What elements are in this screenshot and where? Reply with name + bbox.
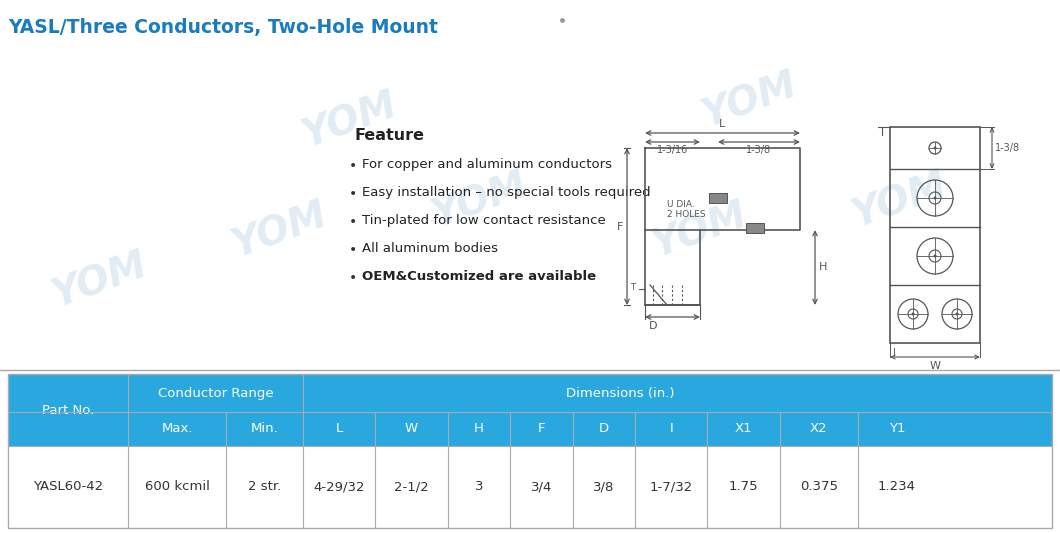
Text: 3/8: 3/8 <box>594 481 615 494</box>
Text: •: • <box>349 271 357 285</box>
Text: W: W <box>930 361 940 371</box>
Text: Tin-plated for low contact resistance: Tin-plated for low contact resistance <box>363 214 605 227</box>
Text: YOM: YOM <box>797 385 903 455</box>
Text: YOM: YOM <box>697 66 802 135</box>
Text: •: • <box>349 187 357 201</box>
Text: For copper and aluminum conductors: For copper and aluminum conductors <box>363 158 612 171</box>
Text: 1.234: 1.234 <box>878 481 916 494</box>
Text: Y1: Y1 <box>888 423 905 435</box>
Text: 1.75: 1.75 <box>728 481 758 494</box>
Text: 3: 3 <box>475 481 483 494</box>
Text: •: • <box>349 159 357 173</box>
Text: YOM: YOM <box>847 165 953 235</box>
Bar <box>709 193 727 203</box>
Text: 1-3/8: 1-3/8 <box>995 143 1020 153</box>
Text: F: F <box>617 222 623 231</box>
Text: 3/4: 3/4 <box>531 481 552 494</box>
Text: Part No.: Part No. <box>42 403 94 416</box>
Text: Min.: Min. <box>251 423 279 435</box>
Text: 600 kcmil: 600 kcmil <box>145 481 210 494</box>
Text: Easy installation – no special tools required: Easy installation – no special tools req… <box>363 186 651 199</box>
Text: 0.375: 0.375 <box>799 481 837 494</box>
Text: YASL60-42: YASL60-42 <box>33 481 103 494</box>
Text: U DIA.
2 HOLES: U DIA. 2 HOLES <box>667 200 706 220</box>
Text: 1-3/16: 1-3/16 <box>657 145 688 155</box>
Text: T: T <box>630 284 635 293</box>
Circle shape <box>912 312 915 316</box>
Text: L: L <box>720 119 726 129</box>
Circle shape <box>934 254 936 257</box>
Bar <box>8 374 1052 528</box>
Circle shape <box>955 312 958 316</box>
Bar <box>8 374 1052 412</box>
Text: YOM: YOM <box>48 245 153 314</box>
Text: •: • <box>349 215 357 229</box>
Circle shape <box>934 197 936 199</box>
Text: All aluminum bodies: All aluminum bodies <box>363 242 498 255</box>
Text: H: H <box>474 423 483 435</box>
Bar <box>890 127 980 343</box>
Text: 1-3/8: 1-3/8 <box>746 145 772 155</box>
Bar <box>746 223 764 233</box>
Text: Feature: Feature <box>355 128 425 143</box>
Text: 2-1/2: 2-1/2 <box>394 481 429 494</box>
Bar <box>8 446 1052 528</box>
Text: YOM: YOM <box>227 195 333 265</box>
Text: D: D <box>649 321 657 331</box>
Text: 2 str.: 2 str. <box>248 481 282 494</box>
Text: L: L <box>336 423 343 435</box>
Text: I: I <box>670 423 673 435</box>
Text: YOM: YOM <box>648 195 753 265</box>
Text: D: D <box>599 423 610 435</box>
Text: Max.: Max. <box>161 423 193 435</box>
Text: I: I <box>893 348 896 358</box>
Text: YOM: YOM <box>427 165 533 235</box>
Text: W: W <box>405 423 418 435</box>
Text: YASL/Three Conductors, Two-Hole Mount: YASL/Three Conductors, Two-Hole Mount <box>8 18 438 37</box>
Text: X2: X2 <box>810 423 828 435</box>
Text: 4-29/32: 4-29/32 <box>314 481 366 494</box>
Text: YOM: YOM <box>107 395 213 465</box>
Text: X1: X1 <box>735 423 753 435</box>
Text: YOM: YOM <box>467 385 572 455</box>
Text: F: F <box>537 423 545 435</box>
Circle shape <box>934 147 936 149</box>
Text: YOM: YOM <box>297 85 403 155</box>
Text: 1-7/32: 1-7/32 <box>650 481 693 494</box>
Text: Conductor Range: Conductor Range <box>158 386 273 400</box>
Text: •: • <box>349 243 357 257</box>
Bar <box>8 412 1052 446</box>
Text: OEM&Customized are available: OEM&Customized are available <box>363 270 596 283</box>
Text: H: H <box>819 262 828 272</box>
Text: Dimensions (in.): Dimensions (in.) <box>566 386 674 400</box>
